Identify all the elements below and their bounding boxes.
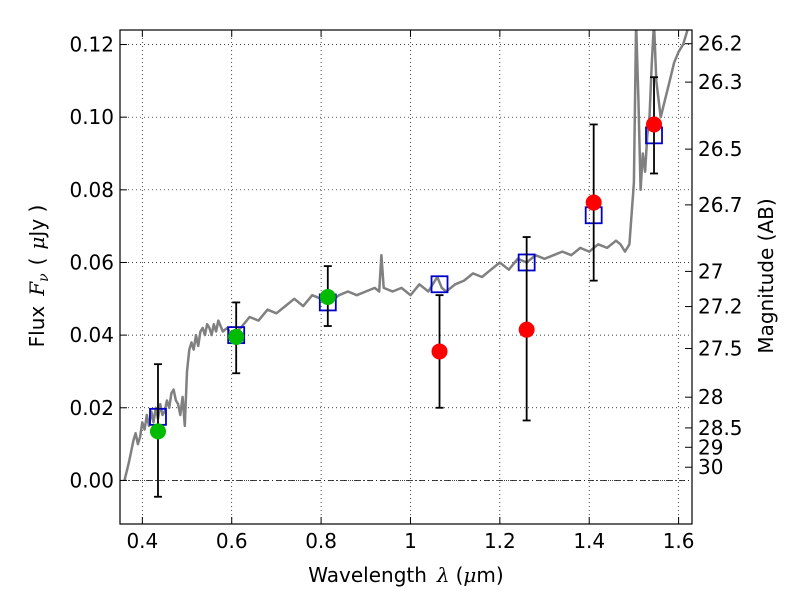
y-tick-label: 0.12 xyxy=(69,33,114,57)
observed-flux-point xyxy=(518,321,535,338)
observed-flux-point xyxy=(431,343,448,360)
magnitude-tick-label: 26.7 xyxy=(698,193,743,217)
plot-frame xyxy=(119,29,693,525)
x-tick-label: 0.6 xyxy=(216,529,248,553)
x-tick-label: 1.4 xyxy=(573,529,605,553)
observed-flux-point xyxy=(319,288,336,305)
plot-area xyxy=(123,30,689,498)
observed-flux-point xyxy=(149,423,166,440)
y-tick-label: 0.00 xyxy=(69,468,114,492)
x-axis-unit-rest: m) xyxy=(476,563,503,587)
y-axis-title-text: Flux xyxy=(25,306,49,348)
x-axis-title-text: Wavelength xyxy=(308,563,427,587)
magnitude-tick-label: 30 xyxy=(698,455,723,479)
magnitude-tick-label: 27.5 xyxy=(698,337,743,361)
x-tick-label: 0.4 xyxy=(126,529,158,553)
y-tick-label: 0.04 xyxy=(69,323,114,347)
y-tick-label: 0.02 xyxy=(69,396,114,420)
magnitude-axis-title: Magnitude (AB) xyxy=(754,198,778,353)
magnitude-tick-label: 28 xyxy=(698,385,723,409)
y-axis-unit-rest: Jy ) xyxy=(25,205,49,239)
y-tick-label: 0.08 xyxy=(69,178,114,202)
y-tick-label: 0.06 xyxy=(69,250,114,274)
observed-flux-point xyxy=(585,194,602,211)
magnitude-tick-label: 26.2 xyxy=(698,32,743,56)
x-tick-label: 1 xyxy=(404,529,417,553)
magnitude-tick-label: 29 xyxy=(698,435,723,459)
magnitude-tick-label: 26.5 xyxy=(698,137,743,161)
y-tick-label: 0.10 xyxy=(69,105,114,129)
observed-flux-point xyxy=(646,116,663,133)
model-flux-square xyxy=(430,275,449,294)
x-tick-label: 0.8 xyxy=(305,529,337,553)
x-tick-label: 1.6 xyxy=(663,529,695,553)
y-axis-symbol: F xyxy=(25,281,49,297)
magnitude-tick-label: 28.5 xyxy=(698,416,743,440)
y-axis-unit-symbol: μ xyxy=(25,237,49,250)
x-axis-symbol: λ xyxy=(436,563,450,587)
y-axis-symbol-subscript: ν xyxy=(36,273,52,282)
y-axis-title: Flux Fν ( μJy ) xyxy=(25,205,52,348)
x-axis-unit-symbol: μ xyxy=(463,563,476,587)
x-axis-unit-open: ( xyxy=(456,563,464,587)
x-axis-title: Wavelength λ (μm) xyxy=(308,563,503,587)
magnitude-tick-label: 27 xyxy=(698,259,723,283)
observed-flux-point xyxy=(228,328,245,345)
x-tick-label: 1.2 xyxy=(484,529,516,553)
model-spectrum-line xyxy=(123,30,689,481)
axis-ticks: 0.4 0.6 0.8 1 1.2 1.4 1.6 0.00 0.02 0.04 0.06 0.08 0… xyxy=(69,30,743,553)
y-axis-unit-open: ( xyxy=(25,258,49,266)
gridlines xyxy=(120,30,692,524)
magnitude-tick-label: 26.3 xyxy=(698,70,743,94)
magnitude-tick-label: 27.2 xyxy=(698,295,743,319)
